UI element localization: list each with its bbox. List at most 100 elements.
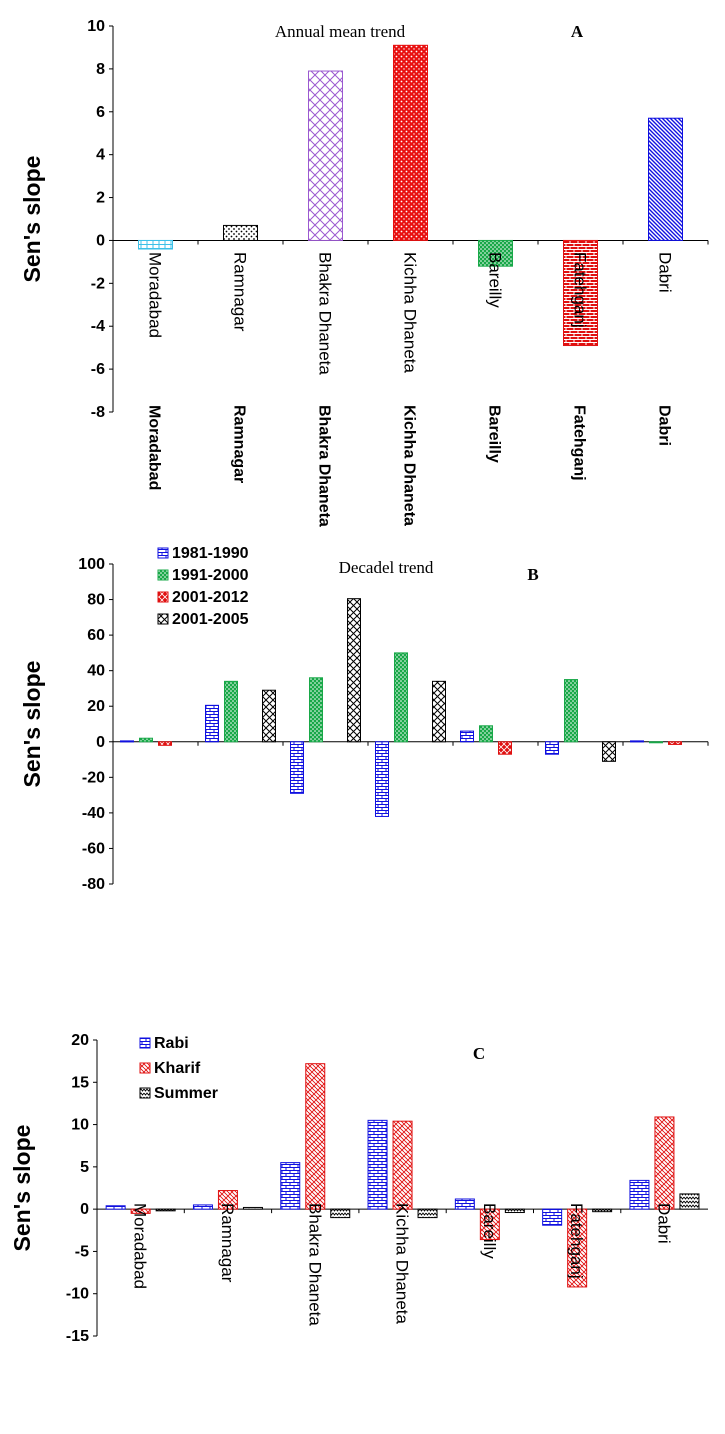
y-tick-label: 80 [87,592,105,609]
category-label: Bareilly [486,405,503,463]
bar [654,1116,675,1210]
category-label: Moradabad [131,1203,150,1289]
y-tick-label: 8 [96,61,105,78]
y-tick-label: -15 [66,1328,89,1345]
category-label: Bareilly [486,252,505,308]
category-label: Bhakra Dhaneta [316,252,335,375]
panel-letter: A [571,22,584,41]
bar [280,1162,301,1210]
bar [158,741,172,746]
bar [217,1190,238,1210]
y-tick-label: -8 [91,404,105,421]
category-label: Kichha Dhaneta [393,1203,412,1325]
bar [138,239,173,250]
chart-title: Decadel trend [339,558,434,577]
category-label: Bhakra Dhaneta [316,405,333,527]
chart-title: Annual mean trend [275,22,406,41]
y-tick-label: 4 [96,147,105,164]
legend-swatch [157,613,169,625]
bar [630,740,644,743]
bar [309,677,323,743]
bar [432,680,446,743]
y-tick-label: -5 [75,1243,89,1260]
bar [498,741,512,755]
y-axis-label: Sen's slope [19,661,45,788]
y-tick-label: 10 [71,1117,89,1134]
bar [504,1208,525,1214]
category-label: Fatehganj [571,405,588,481]
y-tick-label: 100 [78,556,105,573]
bar [130,1208,151,1214]
bar [417,1208,438,1219]
y-tick-label: 10 [87,18,105,35]
y-tick-label: 0 [96,734,105,751]
bar [564,679,578,743]
legend-swatch [157,547,169,559]
bar [542,1208,563,1226]
category-label: Fatehganj [571,252,590,328]
y-tick-label: 20 [71,1032,89,1049]
y-tick-label: -6 [91,361,105,378]
bar [479,725,493,743]
category-label: Dabri [656,252,675,293]
category-label: Kichha Dhaneta [401,252,420,374]
bar [347,598,361,743]
bar [139,737,153,743]
y-axis-label: Sen's slope [9,1125,35,1252]
category-label: Moradabad [146,252,165,338]
bar [545,741,559,755]
y-tick-label: 60 [87,627,105,644]
bar [679,1193,700,1210]
y-tick-label: 2 [96,190,105,207]
y-tick-label: -60 [82,840,105,857]
legend-label: 2001-2005 [172,611,249,628]
bar [563,239,598,347]
legend-swatch [157,591,169,603]
category-label: Fatehganj [567,1203,586,1279]
bar [629,1179,650,1210]
legend-label: Kharif [154,1060,201,1077]
category-label: Bhakra Dhaneta [305,1203,324,1326]
legend-swatch [139,1062,151,1074]
y-axis-label: Sen's slope [19,156,45,283]
bar [330,1208,351,1219]
bar [649,741,663,744]
bar [367,1119,388,1210]
category-label: Ramnagar [231,252,250,332]
y-tick-label: -80 [82,876,105,893]
bar [567,1208,588,1288]
legend-swatch [157,569,169,581]
bar [375,741,389,817]
y-tick-label: 0 [80,1201,89,1218]
category-label: Ramnagar [218,1203,237,1283]
y-tick-label: -2 [91,275,105,292]
bar [454,1198,475,1210]
legend-label: 1981-1990 [172,545,249,562]
bar [479,1208,500,1241]
bar [192,1204,213,1210]
y-tick-label: -4 [91,318,105,335]
category-label: Dabri [654,1203,673,1244]
bar [460,730,474,743]
bar [592,1208,613,1213]
bar [668,741,682,745]
panel-letter: B [527,565,538,584]
bar [308,70,343,241]
category-label: Ramnagar [231,405,248,483]
legend-label: Rabi [154,1035,189,1052]
y-tick-label: -20 [82,769,105,786]
legend-label: Summer [154,1085,218,1102]
bar [290,741,304,794]
panel-b: 100 80 60 40 20 0 -20 -40 -60 -80 Sen's slope Decad… [19,405,709,893]
bar [262,689,276,743]
y-tick-label: 0 [96,232,105,249]
legend-swatch [139,1087,151,1099]
bar [155,1208,176,1212]
bar [242,1206,263,1210]
panel-letter: C [473,1044,485,1063]
bar [105,1205,126,1210]
bar [205,704,219,743]
bar [305,1063,326,1210]
category-label: Moradabad [146,405,163,490]
